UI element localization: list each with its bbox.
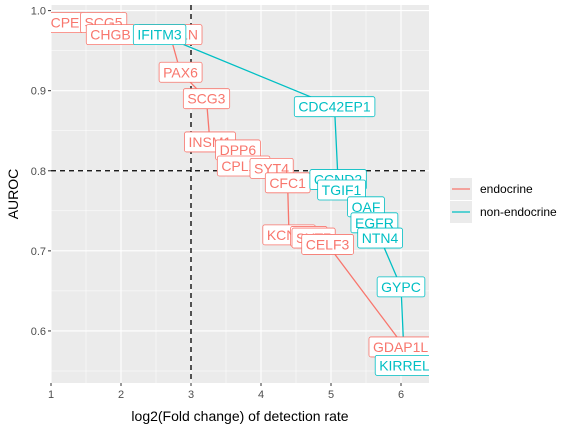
x-axis-ticks: 1 2 3 4 5 6 xyxy=(48,383,404,401)
point-label-text: TGIF1 xyxy=(322,182,362,198)
point-label: CHGB xyxy=(85,24,136,46)
x-tick-label: 5 xyxy=(328,389,334,401)
y-tick-label: 1.0 xyxy=(31,6,46,18)
point-label: CPE xyxy=(51,12,84,34)
point-label-text: KIRREL xyxy=(379,357,430,373)
point-label: KIRREL xyxy=(374,354,430,376)
legend: endocrine non-endocrine xyxy=(450,178,557,223)
point-labels: CPESCG5CHGBPCSK1NPAX6SCG3INSM1DPP6CPLX2S… xyxy=(51,12,436,376)
point-label: NTN4 xyxy=(357,227,403,249)
point-label-text: PAX6 xyxy=(163,64,198,80)
y-axis-ticks: 0.6 0.7 0.8 0.9 1.0 xyxy=(31,6,51,338)
point-label-box xyxy=(376,276,426,298)
point-label-text: CELF3 xyxy=(306,236,350,252)
panel-background xyxy=(51,5,429,383)
point-label-text: EGFR xyxy=(355,215,394,231)
point-label: PAX6 xyxy=(158,61,203,83)
x-axis-title: log2(Fold change) of detection rate xyxy=(131,408,348,424)
point-label-box xyxy=(357,227,403,249)
point-label-text: CDC42EP1 xyxy=(298,99,371,115)
x-tick-label: 4 xyxy=(258,389,264,401)
point-label-text: SYT4 xyxy=(254,160,289,176)
legend-label: non-endocrine xyxy=(480,205,557,219)
point-label: CFC1 xyxy=(264,172,311,194)
point-label-box xyxy=(301,234,354,255)
x-tick-label: 2 xyxy=(118,389,124,401)
point-label-box xyxy=(317,179,366,201)
point-label-box xyxy=(182,88,231,110)
point-label-text: SCG3 xyxy=(187,91,225,107)
point-label-text: GDAP1L1 xyxy=(373,339,436,355)
point-label-box xyxy=(374,354,429,376)
point-label-text: IFITM3 xyxy=(137,27,182,43)
point-label-text: GYPC xyxy=(381,279,421,295)
point-label: OAF xyxy=(347,196,385,218)
point-label: CELF3 xyxy=(301,234,354,255)
y-tick-label: 0.9 xyxy=(31,86,46,98)
point-label-text: CPE xyxy=(51,15,80,31)
point-label: SCG3 xyxy=(182,88,231,110)
point-label-box xyxy=(132,24,187,46)
point-label-text: DPP6 xyxy=(220,142,257,158)
point-label-box xyxy=(293,96,376,118)
point-label: CDC42EP1 xyxy=(293,96,376,118)
legend-label: endocrine xyxy=(480,182,533,196)
point-label: GDAP1L1 xyxy=(368,336,436,358)
point-label-text: CHGB xyxy=(90,27,130,43)
point-label: GYPC xyxy=(376,276,426,298)
x-tick-label: 6 xyxy=(398,389,404,401)
y-tick-label: 0.7 xyxy=(31,246,46,258)
x-tick-label: 3 xyxy=(188,389,194,401)
y-tick-label: 0.8 xyxy=(31,166,46,178)
point-label: TGIF1 xyxy=(317,179,366,201)
point-label-text: CFC1 xyxy=(269,175,306,191)
point-label-box xyxy=(158,61,203,83)
x-tick-label: 1 xyxy=(48,389,54,401)
point-label-text: OAF xyxy=(352,199,381,215)
point-label: IFITM3 xyxy=(132,24,187,46)
y-tick-label: 0.6 xyxy=(31,326,46,338)
y-axis-title: AUROC xyxy=(5,169,21,220)
point-label-text: NTN4 xyxy=(362,230,399,246)
